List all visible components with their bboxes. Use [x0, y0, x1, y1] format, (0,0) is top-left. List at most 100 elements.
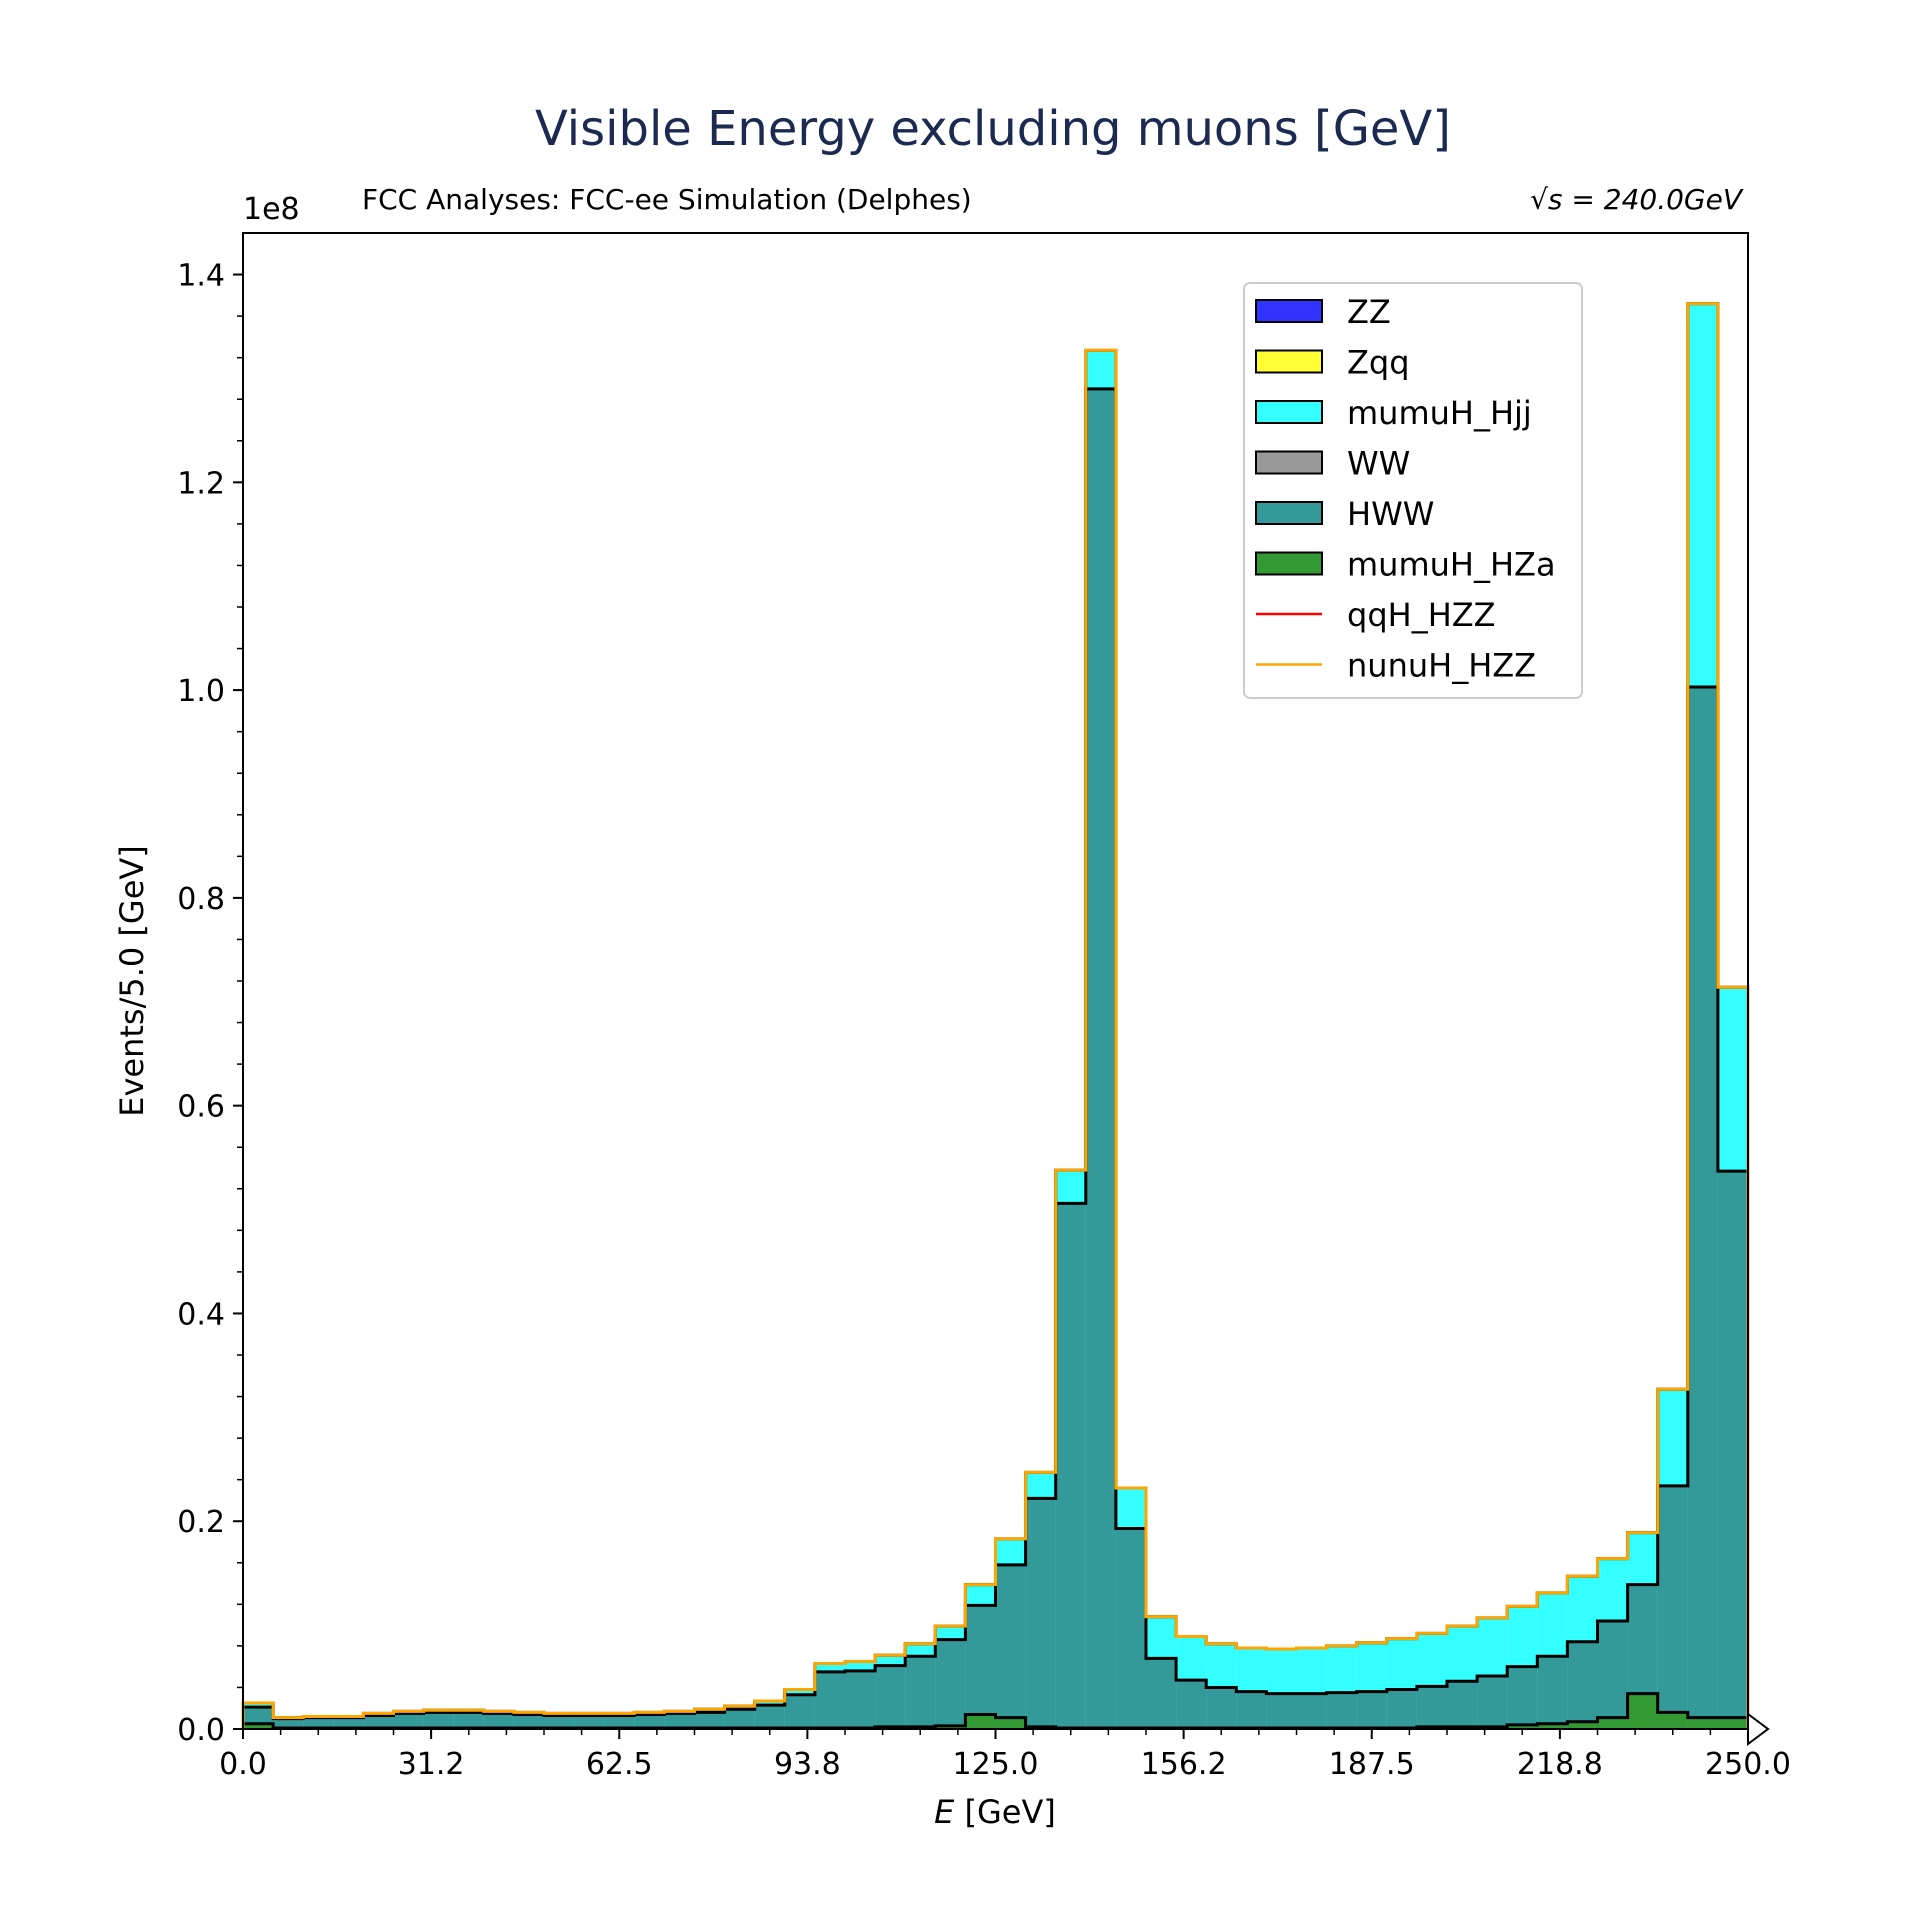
bar-HWW-6 [423, 1712, 454, 1729]
x-tick-label: 187.5 [1329, 1747, 1415, 1782]
x-axis-label-unit: [GeV] [954, 1793, 1056, 1831]
bar-HWW-25 [995, 1564, 1026, 1729]
x-tick-label: 218.8 [1517, 1747, 1603, 1782]
bar-mumuH_HZa-0 [243, 1723, 274, 1729]
bar-mumuH_HZa-46 [1627, 1693, 1658, 1729]
bar-HWW-10 [544, 1715, 575, 1729]
y-tick-label: 1.0 [177, 674, 225, 709]
x-tick-label: 125.0 [953, 1747, 1039, 1782]
chart-subtitle-left: FCC Analyses: FCC-ee Simulation (Delphes… [362, 183, 972, 216]
bar-HWW-24 [965, 1605, 996, 1729]
bar-HWW-1 [273, 1718, 304, 1729]
bar-HWW-35 [1296, 1693, 1327, 1729]
x-axis-label-var: E [934, 1793, 955, 1831]
bar-HWW-14 [664, 1713, 695, 1729]
bar-HWW-41 [1477, 1676, 1508, 1729]
bar-mumuH_HZa-23 [935, 1725, 966, 1729]
bar-HWW-38 [1386, 1689, 1417, 1729]
bar-HWW-26 [1025, 1498, 1056, 1729]
legend-swatch-mumuH_HZa [1255, 551, 1323, 576]
bar-HWW-19 [814, 1671, 845, 1729]
bar-HWW-18 [784, 1694, 815, 1729]
bar-HWW-11 [574, 1715, 605, 1729]
plot-frame [242, 232, 1749, 1730]
bar-HWW-42 [1507, 1666, 1538, 1729]
x-tick-label: 156.2 [1141, 1747, 1227, 1782]
bar-mumuH_HZa-25 [995, 1717, 1026, 1729]
legend-label-qqH_HZZ: qqH_HZZ [1347, 596, 1496, 634]
legend-label-WW: WW [1347, 445, 1410, 483]
x-axis-label: E [GeV] [934, 1793, 1056, 1831]
x-axis: 0.0 31.2 62.5 93.8 125.0 156.2 187.5 218.8 250.0 [219, 1729, 1791, 1782]
legend-swatch-mumuH_Hjj [1255, 400, 1323, 424]
bar-HWW-17 [754, 1705, 785, 1729]
plot-area [241, 302, 1770, 1746]
y-tick-label: 0.2 [177, 1505, 225, 1540]
bar-HWW-5 [393, 1713, 424, 1729]
bar-HWW-31 [1176, 1680, 1207, 1729]
bar-mumuH_HZa-42 [1507, 1724, 1538, 1729]
legend-swatch-HWW [1255, 501, 1323, 525]
x-tick-label: 31.2 [398, 1747, 465, 1782]
y-tick-label: 0.4 [177, 1297, 225, 1332]
bar-HWW-9 [513, 1714, 544, 1729]
bar-mumuH_HZa-47 [1657, 1712, 1688, 1729]
bar-mumuH_HZa-48 [1687, 1717, 1718, 1729]
bar-HWW-2 [303, 1717, 334, 1729]
x-tick-label: 93.8 [774, 1747, 841, 1782]
bar-HWW-23 [935, 1639, 966, 1729]
bar-mumuH_HZa-43 [1537, 1723, 1568, 1729]
legend-label-mumuH_HZa: mumuH_HZa [1347, 546, 1556, 584]
bar-HWW-22 [905, 1656, 936, 1729]
legend-label-mumuH_Hjj: mumuH_Hjj [1347, 394, 1532, 432]
bar-HWW-7 [453, 1712, 484, 1729]
y-axis: 0.0 0.2 0.4 0.6 0.8 1.0 1.2 1.4 [177, 259, 243, 1748]
y-tick-label: 0.6 [177, 1090, 225, 1125]
x-tick-label: 62.5 [586, 1747, 653, 1782]
bar-HWW-8 [483, 1713, 514, 1729]
bar-HWW-47 [1657, 1485, 1688, 1729]
bar-HWW-34 [1266, 1693, 1297, 1729]
legend-swatch-ZZ [1255, 299, 1323, 323]
bar-HWW-43 [1537, 1656, 1568, 1729]
legend-box [1243, 282, 1583, 699]
bar-HWW-15 [694, 1712, 725, 1729]
bar-mumuH_HZa-44 [1567, 1721, 1598, 1729]
bar-HWW-37 [1356, 1691, 1387, 1729]
legend-label-ZZ: ZZ [1347, 293, 1391, 331]
legend-label-HWW: HWW [1347, 495, 1434, 533]
bar-HWW-45 [1597, 1620, 1628, 1729]
bar-HWW-36 [1326, 1692, 1357, 1729]
outline-nunuH_HZZ [241, 302, 1750, 1729]
y-offset-label: 1e8 [243, 192, 300, 227]
bar-HWW-32 [1206, 1687, 1237, 1729]
bar-mumuH_HZa-24 [965, 1714, 996, 1729]
legend-label-nunuH_HZZ: nunuH_HZZ [1347, 647, 1536, 685]
legend: ZZ Zqq mumuH_Hjj WW HWW mumuH_HZa qqH_HZZ nunuH… [1243, 282, 1583, 699]
bar-HWW-39 [1416, 1686, 1447, 1729]
outline-mumuH_HZa [241, 1692, 1750, 1730]
chart-title: Visible Energy excluding muons [GeV] [535, 101, 1451, 157]
legend-label-Zqq: Zqq [1347, 344, 1410, 382]
bar-HWW-27 [1055, 1203, 1086, 1729]
x-tick-label: 250.0 [1705, 1747, 1791, 1782]
y-tick-label: 0.0 [177, 1713, 225, 1748]
y-tick-label: 1.2 [177, 466, 225, 501]
bar-HWW-20 [845, 1670, 876, 1729]
bar-HWW-30 [1146, 1658, 1177, 1729]
bar-HWW-16 [724, 1709, 755, 1729]
bar-mumuH_HZa-49 [1717, 1717, 1748, 1729]
bar-HWW-12 [604, 1715, 635, 1729]
bar-HWW-4 [363, 1715, 394, 1729]
legend-swatch-Zqq [1255, 349, 1323, 374]
bar-HWW-33 [1236, 1691, 1267, 1729]
y-axis-label: Events/5.0 [GeV] [113, 845, 151, 1117]
x-tick-label: 0.0 [219, 1747, 267, 1782]
bar-HWW-3 [333, 1717, 364, 1729]
y-tick-label: 1.4 [177, 259, 225, 294]
legend-swatch-WW [1255, 450, 1323, 475]
y-tick-label: 0.8 [177, 882, 225, 917]
bar-HWW-29 [1115, 1528, 1146, 1729]
bar-HWW-49 [1717, 1171, 1748, 1729]
